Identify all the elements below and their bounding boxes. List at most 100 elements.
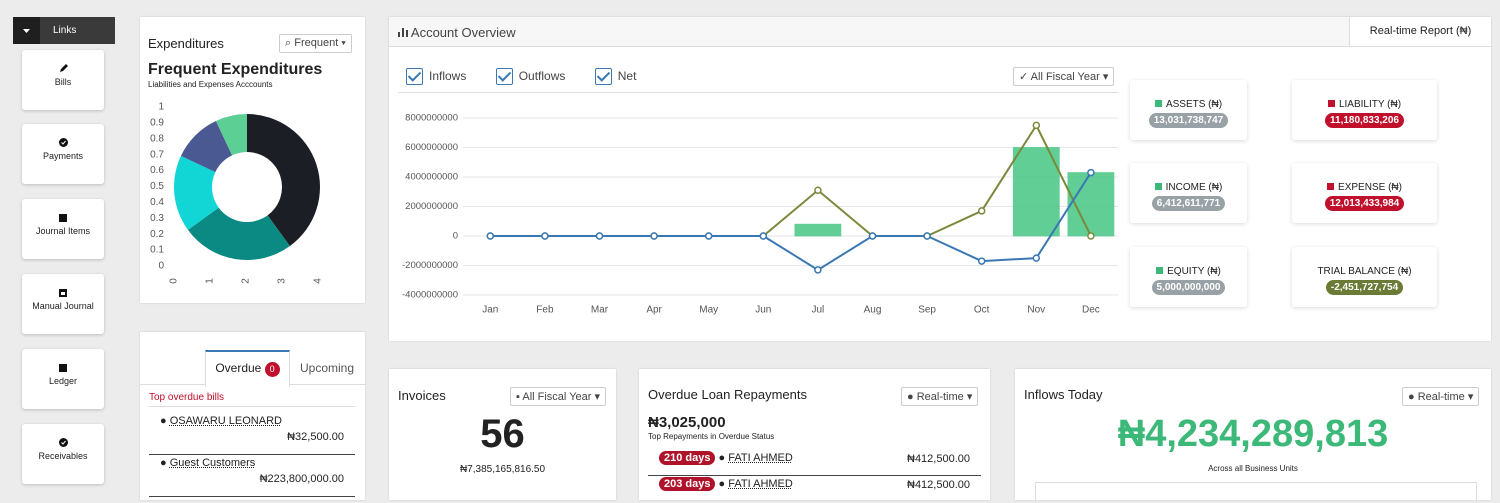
card-label: ASSETS (₦) <box>1165 99 1223 110</box>
legend-label: Net <box>617 68 637 83</box>
point <box>814 266 822 274</box>
inflow-amount: ₦4,234,289,813 <box>1117 413 1389 455</box>
period-label: All Fiscal Year <box>1030 71 1100 83</box>
point <box>814 186 822 195</box>
nav-card[interactable]: Bills <box>22 50 104 110</box>
donut-slice <box>187 207 290 260</box>
customer[interactable]: ● Guest Customers <box>160 457 256 469</box>
bar <box>794 223 842 237</box>
x-tick-label: Oct <box>974 305 990 316</box>
x-tick-label: 3 <box>277 278 288 284</box>
invoices-panel: Invoices ▪ All Fiscal Year ▾ 56 ₦7,385,1… <box>389 369 616 500</box>
y-tick-label: 0.5 <box>150 181 164 192</box>
invoice-total: ₦7,385,165,816.50 <box>459 464 546 475</box>
legend-item[interactable]: Inflows <box>406 68 466 85</box>
card-value: 6,412,611,771 <box>1151 196 1226 211</box>
tab[interactable]: Upcoming <box>300 361 355 375</box>
section-heading: Top overdue bills <box>149 392 225 403</box>
legend-item[interactable]: Net <box>594 68 637 85</box>
y-tick-label: 0.6 <box>150 165 164 176</box>
summary-card: LIABILITY (₦) 11,180,833,206 <box>1292 80 1437 140</box>
x-tick-label: Jul <box>812 305 825 316</box>
customer-name: Guest Customers <box>169 457 256 469</box>
filter-dropdown[interactable]: ⌕ Frequent ▾ <box>279 34 352 53</box>
point <box>595 232 604 240</box>
y-tick-label: 2000000000 <box>405 201 458 212</box>
nav-card[interactable]: Ledger <box>22 349 104 409</box>
card-value: 12,013,433,984 <box>1324 196 1405 211</box>
filter-label: Frequent <box>294 37 339 49</box>
bills-panel: Overdue 0 Upcoming Top overdue bills ● O… <box>140 332 365 500</box>
point <box>1087 232 1095 240</box>
card-value: 13,031,738,747 <box>1148 113 1229 128</box>
y-tick-label: 0.1 <box>150 245 164 256</box>
y-tick-label: -4000000000 <box>402 290 458 301</box>
panel-title: Expenditures <box>148 36 224 51</box>
nav-label: Receivables <box>38 451 88 461</box>
x-tick-label: Apr <box>646 305 662 316</box>
y-tick-label: 0.8 <box>150 133 164 144</box>
point <box>1032 254 1041 262</box>
tab-label: Overdue <box>215 361 262 375</box>
card-label: EXPENSE (₦) <box>1338 182 1402 193</box>
overview-panel: Account Overview Real-time Report (₦) In… <box>389 17 1491 341</box>
y-tick-label: 4000000000 <box>405 172 458 183</box>
tab[interactable]: Overdue 0 <box>205 350 290 387</box>
nav-card[interactable]: Manual Journal <box>22 274 104 334</box>
point <box>923 232 931 240</box>
y-tick-label: 6000000000 <box>405 142 458 153</box>
period-dropdown[interactable]: ✓ All Fiscal Year ▾ <box>1013 67 1115 86</box>
summary-card: EXPENSE (₦) 12,013,433,984 <box>1292 163 1437 223</box>
card-value: 5,000,000,000 <box>1151 280 1226 295</box>
x-tick-label: 2 <box>241 278 252 284</box>
x-tick-label: 1 <box>205 278 216 284</box>
period-dropdown[interactable]: ▪ All Fiscal Year ▾ <box>510 387 607 406</box>
period-label: Real-time <box>916 391 964 403</box>
line <box>490 123 1092 237</box>
borrower[interactable]: FATI AHMED <box>728 452 793 464</box>
card-label: TRIAL BALANCE (₦) <box>1317 266 1412 277</box>
x-tick-label: Mar <box>591 305 609 316</box>
nav-card[interactable]: Journal Items <box>22 199 104 259</box>
customer-name: OSAWARU LEONARD <box>169 415 282 427</box>
point <box>486 232 495 240</box>
point <box>650 232 658 240</box>
y-tick-label: 1 <box>158 102 164 113</box>
days-badge: 210 days <box>659 451 716 465</box>
borrower[interactable]: FATI AHMED <box>728 478 793 490</box>
legend: Inflows Outflows Net <box>406 68 636 85</box>
y-tick-label: -2000000000 <box>402 260 458 271</box>
panel-title: Invoices <box>398 388 446 403</box>
links-header[interactable]: Links <box>13 17 115 44</box>
x-tick-label: Feb <box>536 305 554 316</box>
card-value: -2,451,727,754 <box>1325 280 1404 295</box>
point <box>1087 168 1095 177</box>
chart-title: Frequent Expenditures <box>148 61 323 78</box>
x-tick-label: May <box>699 305 718 316</box>
nav-card[interactable]: Receivables <box>22 424 104 484</box>
period-dropdown[interactable]: ● Real-time ▾ <box>1402 387 1480 406</box>
bar <box>1012 147 1060 237</box>
x-tick-label: Jan <box>482 305 498 316</box>
summary-card: INCOME (₦) 6,412,611,771 <box>1130 163 1247 223</box>
nav-card[interactable]: Payments <box>22 124 104 184</box>
period-dropdown[interactable]: ● Real-time ▾ <box>901 387 979 406</box>
point <box>977 257 986 265</box>
legend-item[interactable]: Outflows <box>495 68 565 85</box>
invoice-count: 56 <box>480 412 525 456</box>
nav-label: Ledger <box>48 376 78 386</box>
customer[interactable]: ● OSAWARU LEONARD <box>160 415 282 427</box>
x-tick-label: Jun <box>755 305 771 316</box>
donut-slice <box>173 155 219 230</box>
x-tick-label: Sep <box>918 305 936 316</box>
days-badge: 203 days <box>659 477 716 491</box>
loan-row: 210 days ● FATI AHMED <box>659 451 793 465</box>
y-tick-label: 0.9 <box>150 118 164 129</box>
card-label: EQUITY (₦) <box>1167 266 1221 277</box>
report-tab[interactable]: Real-time Report (₦) <box>1349 17 1491 46</box>
point <box>977 207 986 215</box>
donut-slice <box>247 114 320 247</box>
card-label: INCOME (₦) <box>1165 182 1223 193</box>
amount: ₦412,500.00 <box>907 453 970 465</box>
